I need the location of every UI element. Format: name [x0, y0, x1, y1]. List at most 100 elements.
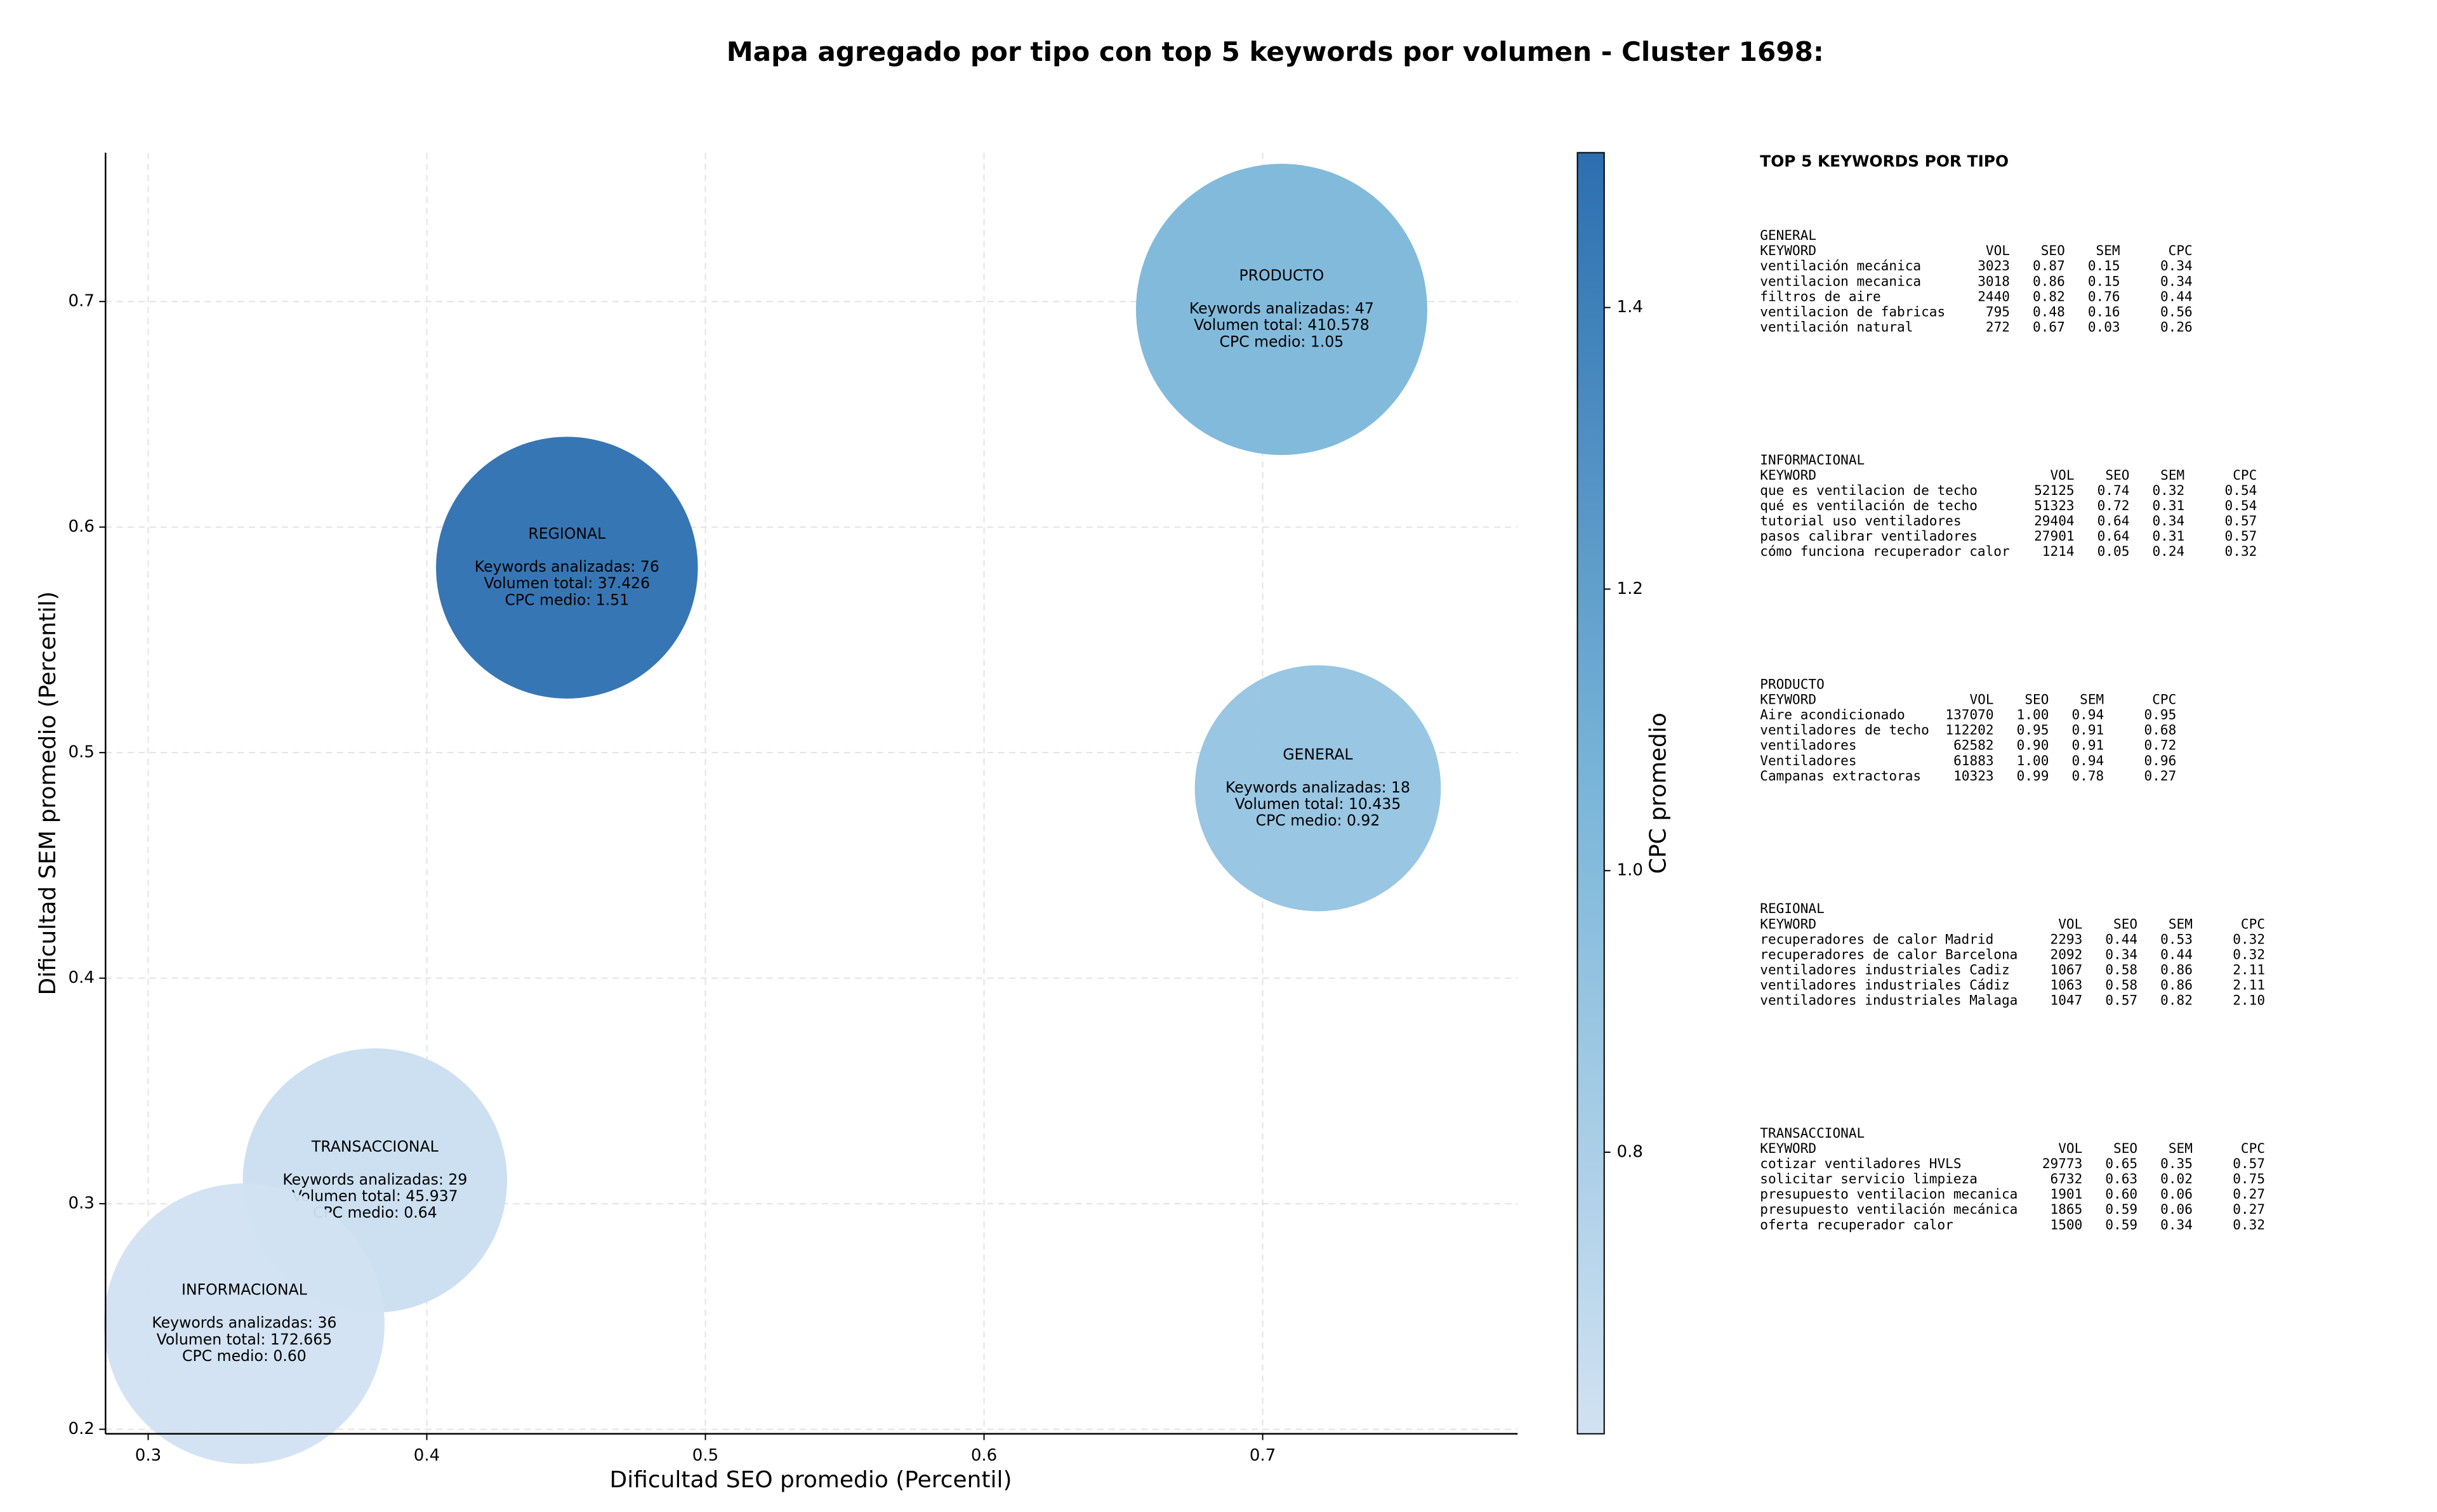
- table-cell: Ventiladores: [1760, 753, 1856, 768]
- y-tick-label: 0.6: [69, 517, 95, 536]
- bubble-label: CPC medio: 1.51: [505, 591, 629, 608]
- table-cell: 0.82: [2033, 288, 2065, 304]
- table-cell: 2293: [2051, 931, 2083, 947]
- table-cell: 0.31: [2152, 497, 2184, 513]
- table-header: VOL: [2058, 916, 2082, 931]
- table-cell: 0.57: [2225, 528, 2257, 544]
- table-cell: 0.72: [2097, 497, 2130, 513]
- table-cell: 3018: [1978, 273, 2010, 289]
- table-cell: 0.86: [2033, 273, 2065, 289]
- table-cell: 0.24: [2152, 543, 2184, 559]
- colorbar-label: CPC promedio: [1646, 713, 1672, 874]
- table-cell: 51323: [2034, 497, 2074, 513]
- table-cell: 0.64: [2097, 513, 2130, 529]
- bubble-label: CPC medio: 0.60: [182, 1347, 307, 1365]
- table-header: CPC: [2152, 692, 2176, 707]
- table-cell: 0.34: [2152, 513, 2184, 529]
- table-cell: 61883: [1953, 753, 1993, 768]
- table-cell: 0.27: [2233, 1186, 2265, 1202]
- table-cell: 0.91: [2071, 737, 2104, 753]
- table-cell: ventilación mecánica: [1760, 258, 1921, 273]
- table-cell: 0.15: [2088, 273, 2120, 289]
- table-cell: 3023: [1978, 258, 2010, 273]
- table-cell: 0.27: [2233, 1201, 2265, 1217]
- table-header: KEYWORD: [1760, 467, 1816, 483]
- table-cell: 0.57: [2105, 992, 2137, 1008]
- table-cell: ventilación natural: [1760, 319, 1913, 334]
- table-cell: 0.27: [2144, 768, 2177, 784]
- bubble-name: PRODUCTO: [1239, 266, 1324, 284]
- table-cell: 0.94: [2071, 707, 2104, 723]
- table-cell: 0.48: [2033, 303, 2065, 319]
- bubble-label: Volumen total: 410.578: [1194, 316, 1370, 334]
- table-cell: 0.82: [2160, 992, 2193, 1008]
- table-cell: solicitar servicio limpieza: [1760, 1171, 1978, 1187]
- table-cell: 1047: [2051, 992, 2083, 1008]
- table-cell: 0.44: [2160, 946, 2193, 962]
- table-cell: 0.86: [2160, 961, 2193, 977]
- bubble-label: Keywords analizadas: 36: [152, 1314, 336, 1332]
- table-cell: Aire acondicionado: [1760, 707, 1905, 723]
- table-cell: 0.95: [2017, 722, 2049, 738]
- table-cell: 0.90: [2017, 737, 2049, 753]
- table-cell: 1865: [2051, 1201, 2083, 1217]
- table-cell: 0.86: [2160, 977, 2193, 993]
- table-cell: 0.31: [2152, 528, 2184, 544]
- table-cell: 112202: [1945, 722, 1993, 738]
- table-cell: 795: [1986, 303, 2010, 319]
- bubble-label: Volumen total: 37.426: [484, 574, 651, 592]
- y-tick-label: 0.2: [69, 1419, 95, 1438]
- table-cell: 0.96: [2144, 753, 2177, 768]
- table-cell: recuperadores de calor Barcelona: [1760, 946, 2018, 962]
- bubble-label: Volumen total: 172.665: [157, 1331, 333, 1348]
- colorbar-tick-label: 1.0: [1617, 861, 1643, 880]
- table-cell: 0.44: [2105, 931, 2137, 947]
- table-header: SEO: [2113, 1140, 2137, 1156]
- colorbar-tick-label: 0.8: [1617, 1142, 1643, 1161]
- table-cell: 0.32: [2152, 482, 2184, 498]
- table-cell: 0.67: [2033, 319, 2065, 334]
- y-tick-label: 0.3: [69, 1194, 95, 1213]
- table-cell: 0.05: [2097, 543, 2130, 559]
- table-cell: 1.00: [2017, 753, 2049, 768]
- table-cell: 0.99: [2017, 768, 2049, 784]
- table-cell: 0.91: [2071, 722, 2104, 738]
- x-tick-label: 0.5: [692, 1446, 718, 1465]
- table-cell: 0.53: [2160, 931, 2193, 947]
- table-cell: 0.34: [2105, 946, 2137, 962]
- table-cell: 0.74: [2097, 482, 2130, 498]
- table-header: CPC: [2241, 1140, 2265, 1156]
- table-cell: Campanas extractoras: [1760, 768, 1921, 784]
- table-cell: 2092: [2051, 946, 2083, 962]
- table-cell: 0.57: [2233, 1155, 2265, 1171]
- table-header: SEO: [2113, 916, 2137, 931]
- bubble-label: Keywords analizadas: 76: [475, 558, 659, 575]
- table-cell: 0.75: [2233, 1171, 2265, 1187]
- table-cell: 0.72: [2144, 737, 2177, 753]
- table-cell: 0.15: [2088, 258, 2120, 273]
- table-cell: pasos calibrar ventiladores: [1760, 528, 1978, 544]
- table-cell: 2.11: [2233, 977, 2265, 993]
- table-cell: ventilacion de fabricas: [1760, 303, 1945, 319]
- group-name: REGIONAL: [1760, 900, 1825, 916]
- table-cell: 0.03: [2088, 319, 2120, 334]
- bubble-name: GENERAL: [1283, 746, 1352, 763]
- table-cell: filtros de aire: [1760, 288, 1880, 304]
- table-cell: 0.65: [2105, 1155, 2137, 1171]
- table-cell: 0.68: [2144, 722, 2177, 738]
- table-cell: 0.32: [2233, 946, 2265, 962]
- table-cell: tutorial uso ventiladores: [1760, 513, 1961, 529]
- colorbar: [1576, 152, 1605, 1435]
- table-cell: 137070: [1945, 707, 1993, 723]
- x-tick-label: 0.4: [414, 1446, 440, 1465]
- table-header: SEM: [2169, 1140, 2193, 1156]
- bubble-label: CPC medio: 0.92: [1256, 812, 1380, 829]
- table-cell: 1214: [2042, 543, 2075, 559]
- table-cell: 0.32: [2225, 543, 2257, 559]
- table-header: CPC: [2169, 242, 2193, 258]
- table-header: VOL: [1986, 242, 2010, 258]
- table-cell: 1067: [2051, 961, 2083, 977]
- table-cell: 0.16: [2088, 303, 2120, 319]
- table-cell: presupuesto ventilación mecánica: [1760, 1201, 2018, 1217]
